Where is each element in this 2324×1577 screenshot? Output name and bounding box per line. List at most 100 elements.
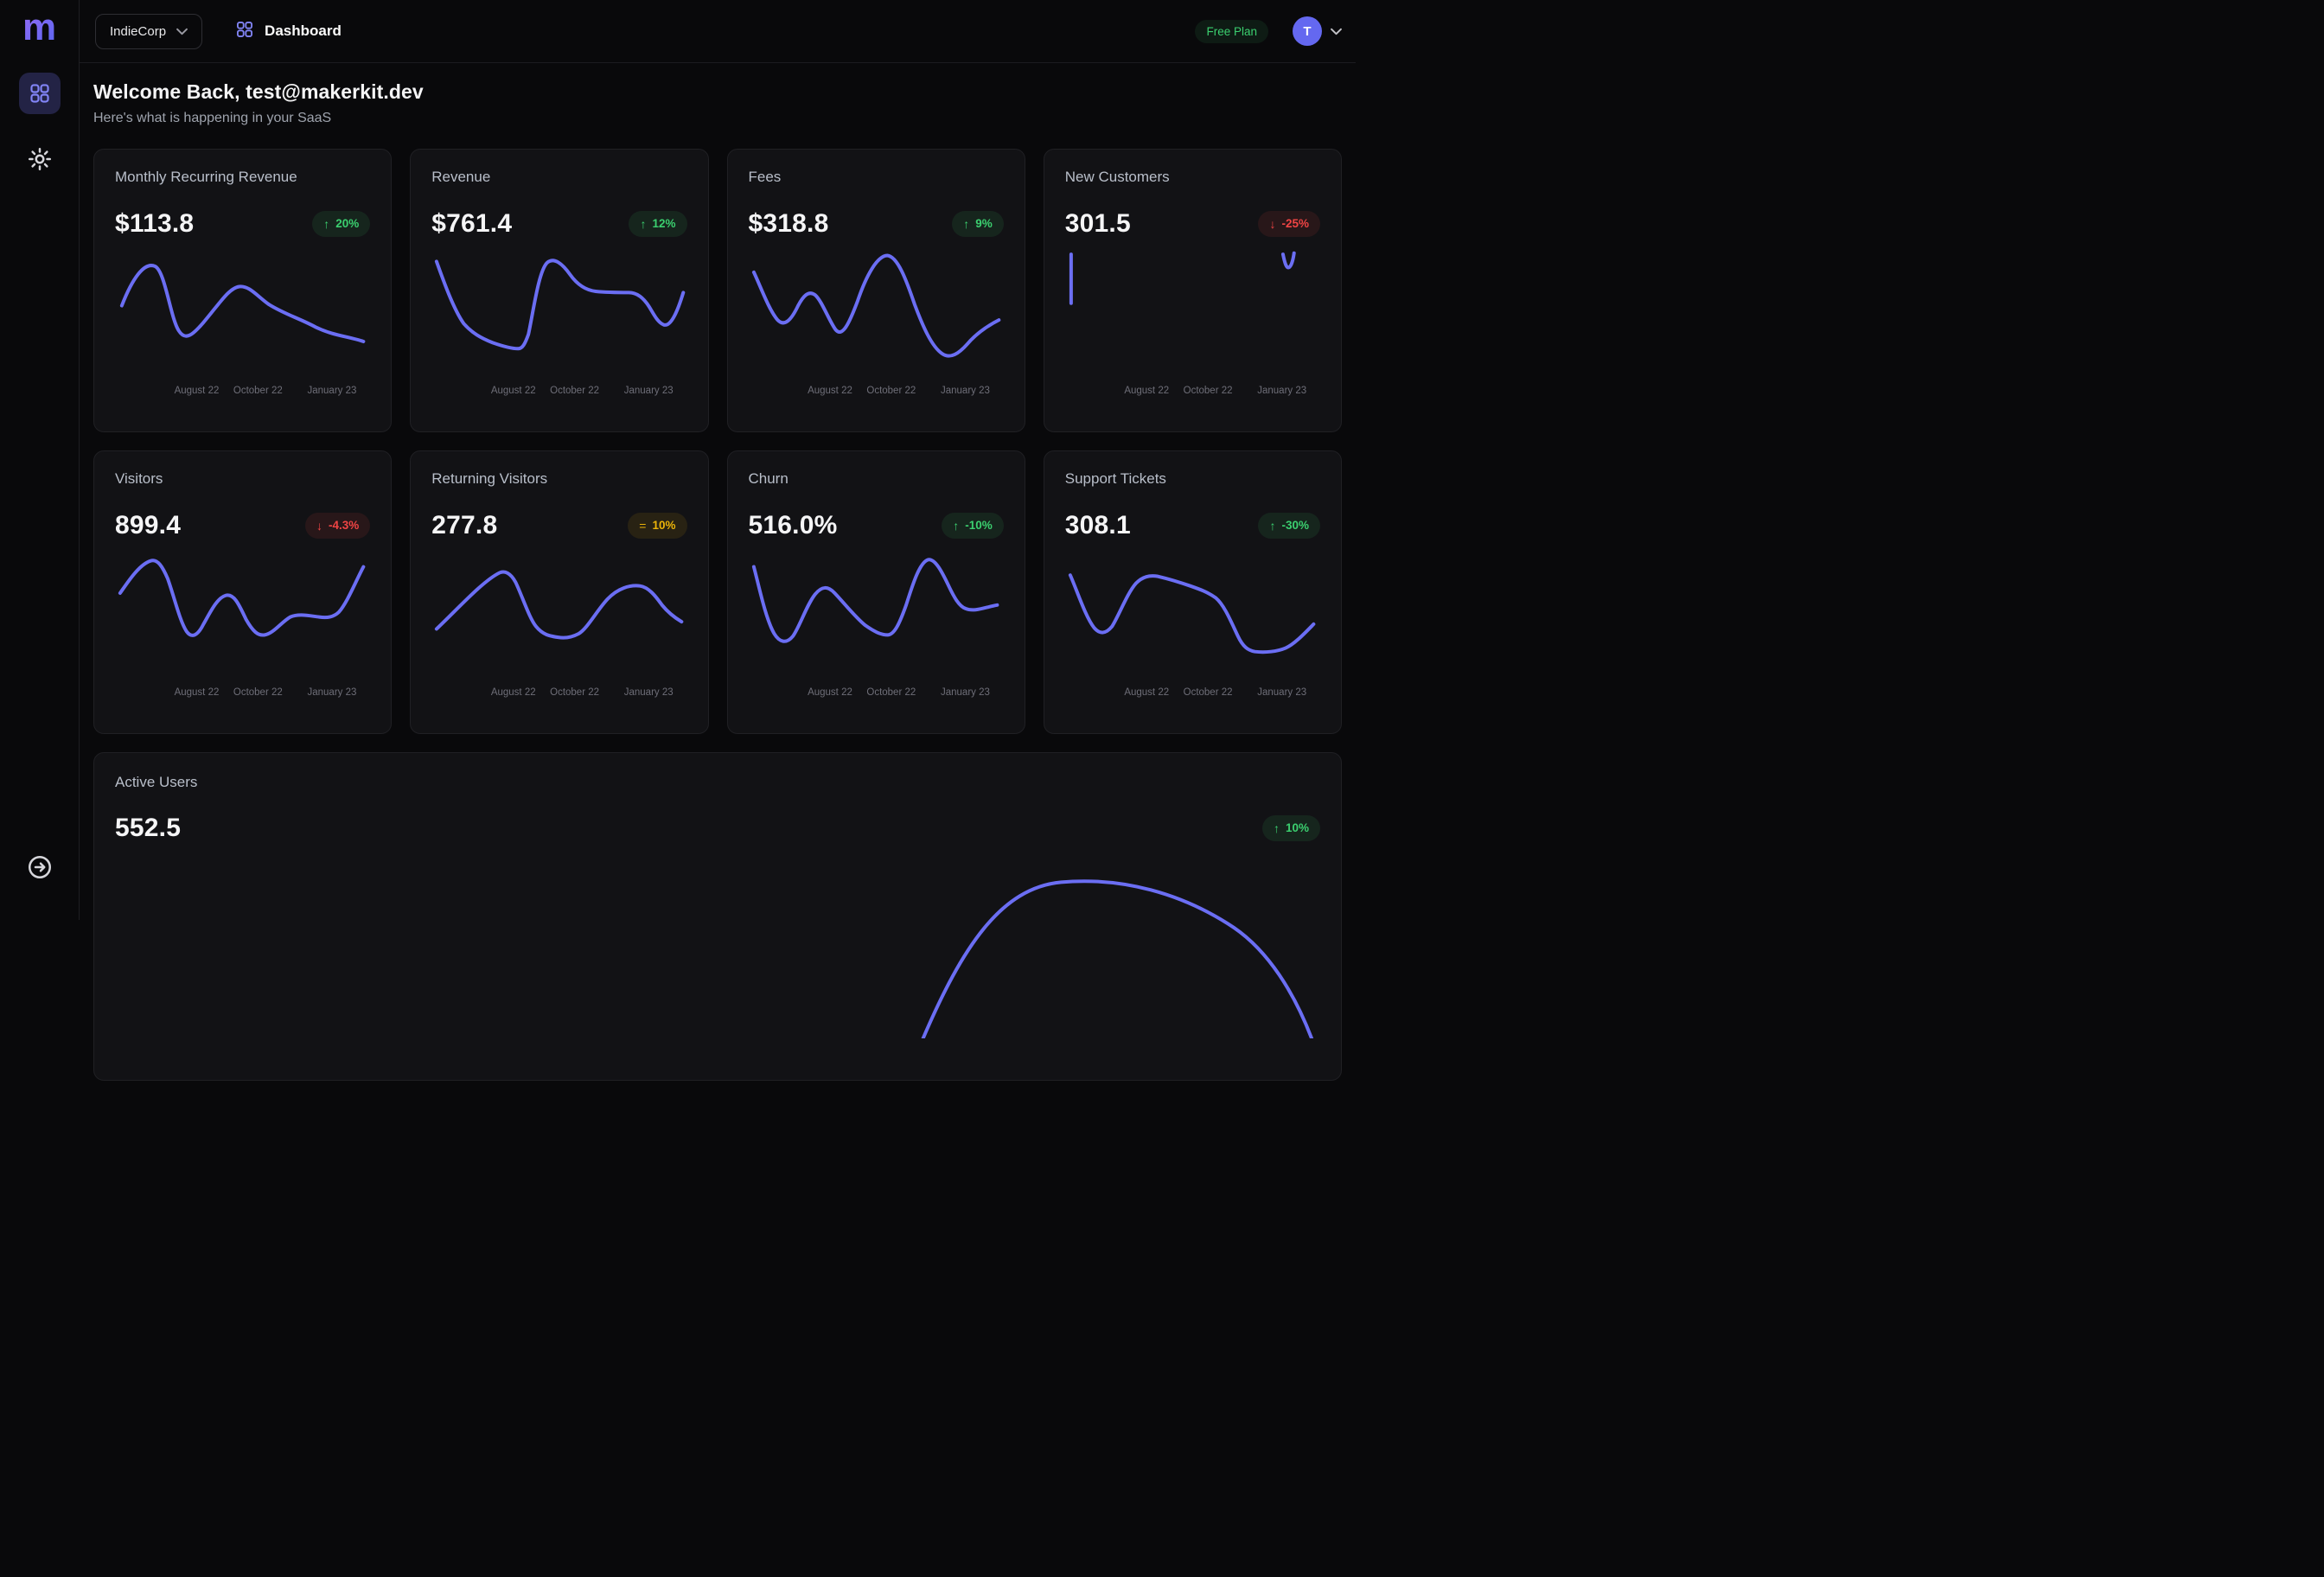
brand-logo: m [22,6,57,48]
x-tick: October 22 [233,386,283,396]
card-title: Visitors [115,470,163,487]
x-axis-labels: August 22 October 22 January 23 [749,687,1004,701]
x-tick: August 22 [808,687,852,698]
page-title: Dashboard [265,22,342,39]
card-title: Revenue [431,169,491,185]
welcome-subtitle: Here's what is happening in your SaaS [93,111,332,125]
x-tick: January 23 [623,386,674,396]
user-menu-chevron[interactable] [1331,28,1342,35]
card-value: 301.5 [1064,209,1131,238]
x-tick: January 23 [307,687,357,698]
card-title: New Customers [1064,169,1170,185]
trend-badge: ↑ 9% [952,211,1004,237]
trend-up-icon: ↑ [963,217,970,231]
workspace-selector[interactable]: IndieCorp [95,13,203,49]
sparkline-chart [115,552,370,684]
sparkline-chart [115,251,370,382]
trend-down-icon: ↓ [316,519,322,533]
card-title: Monthly Recurring Revenue [115,169,297,185]
trend-badge: ↑ 20% [312,211,371,237]
sidebar-item-dashboard[interactable] [18,73,61,115]
trend-badge: ↑ 10% [1261,815,1320,841]
card-title: Support Tickets [1064,470,1166,487]
trend-value: -30% [1281,519,1309,533]
sparkline-chart [431,251,686,382]
sparkline-chart [1065,552,1320,684]
metric-card-churn: Churn 516.0% ↑ -10% August 22 October 22 [726,450,1025,734]
metric-card-returning-visitors: Returning Visitors 277.8 = 10% August 22… [410,450,709,734]
x-tick: August 22 [1124,386,1170,396]
x-axis-labels: August 22 October 22 January 23 [431,386,686,399]
avatar[interactable]: T [1293,16,1322,46]
trend-badge: ↓ -4.3% [304,513,371,539]
x-tick: October 22 [550,687,600,698]
card-title: Fees [748,169,782,185]
trend-flat-icon: = [639,519,647,533]
active-users-chart [94,857,1341,1038]
x-axis-labels: August 22 October 22 January 23 [115,687,370,701]
x-axis-labels: August 22 October 22 January 23 [1065,386,1320,399]
x-axis-labels: August 22 October 22 January 23 [749,386,1004,399]
trend-down-icon: ↓ [1269,217,1276,231]
trend-value: -10% [965,519,993,533]
dashboard-grid-icon [29,82,51,105]
x-tick: August 22 [174,687,220,698]
x-tick: October 22 [1183,386,1233,396]
card-value: 308.1 [1064,511,1131,540]
chevron-down-icon [1331,28,1342,35]
metrics-grid: Monthly Recurring Revenue $113.8 ↑ 20% A… [93,149,1342,734]
sparkline-chart [431,552,686,684]
x-tick: January 23 [623,687,674,698]
welcome-block: Welcome Back, test@makerkit.dev Here's w… [93,80,1342,126]
trend-badge: ↓ -25% [1258,211,1320,237]
metric-card-active-users: Active Users 552.5 ↑ 10% [93,752,1342,1081]
trend-up-icon: ↑ [1269,519,1276,533]
metric-card-new-customers: New Customers 301.5 ↓ -25% August 22 Oct… [1043,149,1342,432]
welcome-title: Welcome Back, test@makerkit.dev [93,80,424,103]
x-tick: January 23 [1257,687,1307,698]
x-axis-labels: August 22 October 22 January 23 [431,687,686,701]
card-title: Active Users [115,774,198,790]
top-bar: IndieCorp Dashboard Free Plan [80,0,1356,63]
metric-card-support-tickets: Support Tickets 308.1 ↑ -30% August 22 O… [1043,450,1342,734]
x-tick: January 23 [941,687,990,698]
trend-badge: ↑ 12% [629,211,687,237]
x-axis-labels: August 22 October 22 January 23 [1065,687,1320,701]
trend-value: -25% [1281,217,1309,231]
trend-value: 20% [335,217,360,231]
x-tick: January 23 [941,386,990,396]
sparkline-chart [749,552,1004,684]
sparkline-chart [749,251,1004,382]
card-value: 899.4 [115,511,182,540]
trend-up-icon: ↑ [640,217,647,231]
sidebar-item-settings[interactable] [19,138,61,180]
card-title: Churn [748,470,788,487]
card-value: 552.5 [115,814,182,842]
breadcrumb: Dashboard [235,20,342,43]
card-value: $318.8 [748,209,829,238]
trend-value: 10% [1285,821,1309,835]
expand-sidebar-button[interactable] [27,854,53,880]
x-tick: August 22 [1124,687,1170,698]
trend-value: 10% [652,519,676,533]
dashboard-grid-icon [235,20,254,43]
trend-badge: = 10% [628,513,687,539]
metric-card-fees: Fees $318.8 ↑ 9% August 22 October 22 [726,149,1025,432]
trend-badge: ↑ -30% [1258,513,1320,539]
content: Welcome Back, test@makerkit.dev Here's w… [80,63,1356,1081]
arrow-right-circle-icon [28,856,51,878]
sparkline-chart [1065,251,1320,382]
x-tick: October 22 [866,386,916,396]
metric-card-mrr: Monthly Recurring Revenue $113.8 ↑ 20% A… [93,149,393,432]
card-value: 277.8 [431,511,498,540]
workspace-name: IndieCorp [110,23,167,39]
x-tick: October 22 [233,687,283,698]
x-tick: January 23 [307,386,357,396]
x-axis-labels: August 22 October 22 January 23 [115,386,370,399]
card-title: Returning Visitors [431,470,548,487]
app-root: m [0,0,1356,1081]
metric-card-visitors: Visitors 899.4 ↓ -4.3% August 22 October… [93,450,393,734]
x-tick: August 22 [174,386,220,396]
chevron-down-icon [176,28,188,35]
trend-up-icon: ↑ [323,217,330,231]
